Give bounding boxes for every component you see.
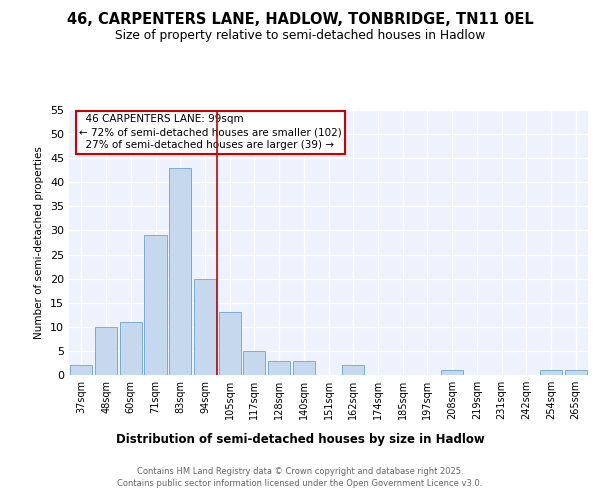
Bar bbox=[218, 312, 241, 375]
Bar bbox=[342, 366, 364, 375]
Bar bbox=[169, 168, 191, 375]
Bar bbox=[70, 366, 92, 375]
Bar bbox=[243, 351, 265, 375]
Bar bbox=[565, 370, 587, 375]
Text: Size of property relative to semi-detached houses in Hadlow: Size of property relative to semi-detach… bbox=[115, 29, 485, 42]
Bar bbox=[441, 370, 463, 375]
Y-axis label: Number of semi-detached properties: Number of semi-detached properties bbox=[34, 146, 44, 339]
Bar bbox=[119, 322, 142, 375]
Bar bbox=[145, 236, 167, 375]
Text: 46 CARPENTERS LANE: 99sqm
← 72% of semi-detached houses are smaller (102)
  27% : 46 CARPENTERS LANE: 99sqm ← 72% of semi-… bbox=[79, 114, 342, 150]
Bar bbox=[95, 327, 117, 375]
Bar bbox=[268, 360, 290, 375]
Text: Contains HM Land Registry data © Crown copyright and database right 2025.
Contai: Contains HM Land Registry data © Crown c… bbox=[118, 466, 482, 487]
Bar bbox=[194, 278, 216, 375]
Bar bbox=[293, 360, 315, 375]
Text: 46, CARPENTERS LANE, HADLOW, TONBRIDGE, TN11 0EL: 46, CARPENTERS LANE, HADLOW, TONBRIDGE, … bbox=[67, 12, 533, 28]
Text: Distribution of semi-detached houses by size in Hadlow: Distribution of semi-detached houses by … bbox=[116, 432, 484, 446]
Bar bbox=[540, 370, 562, 375]
